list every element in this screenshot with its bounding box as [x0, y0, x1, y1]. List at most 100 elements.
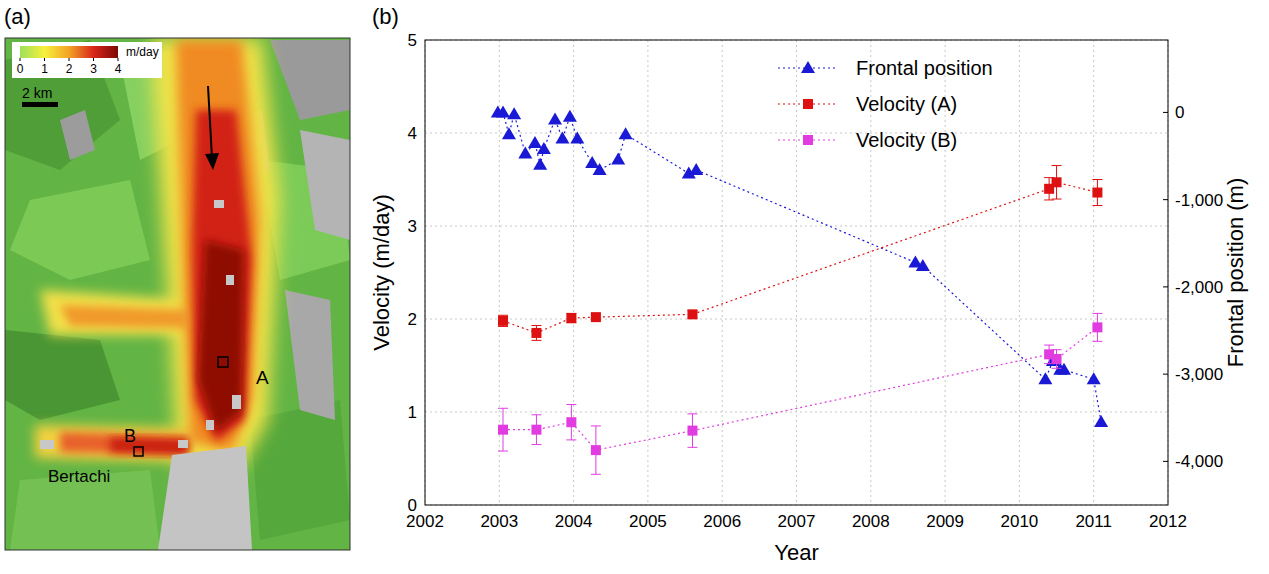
data-point [1087, 372, 1101, 384]
no-data [226, 275, 234, 285]
colorbar-tick [20, 58, 21, 61]
series-line [503, 182, 1097, 333]
plot-frame [425, 40, 1168, 505]
colorbar-label: 1 [41, 62, 48, 76]
legend: Frontal position Velocity (A) Velocity (B) [778, 57, 993, 151]
sample-box-b [134, 447, 143, 456]
x-axis-title: Year [774, 540, 818, 565]
x-tick-label: 2012 [1149, 512, 1187, 531]
data-point [689, 163, 703, 175]
y-tick-label: 4 [408, 124, 417, 143]
flow-field [60, 305, 190, 328]
legend-marker [801, 61, 815, 73]
data-point [496, 105, 510, 117]
grid-line [796, 40, 797, 505]
flow-field [150, 38, 280, 470]
terrain [60, 110, 95, 160]
data-point [498, 425, 508, 435]
error-bar [1092, 180, 1102, 206]
legend-label: Velocity (A) [856, 93, 957, 115]
colorbar-tick [69, 58, 70, 61]
legend-label: Frontal position [856, 57, 993, 79]
map-frame [5, 38, 350, 550]
scale-bar [22, 102, 58, 107]
error-bar [591, 426, 601, 474]
legend-marker [803, 135, 813, 145]
x-tick-label: 2009 [926, 512, 964, 531]
map [5, 38, 350, 550]
colorbar-label: 0 [17, 62, 24, 76]
data-point [528, 136, 542, 148]
y2-tick-label: -4,000 [1175, 452, 1223, 471]
y-tick-label: 3 [408, 217, 417, 236]
colorbar-label: 4 [115, 62, 122, 76]
y-tick-label: 5 [408, 31, 417, 50]
y-tick-label: 0 [408, 496, 417, 515]
data-point [1038, 372, 1052, 384]
data-point [548, 112, 562, 124]
colorbar [20, 46, 118, 58]
map-label: A [256, 367, 269, 388]
data-point [1092, 322, 1102, 332]
legend-marker [803, 99, 813, 109]
error-bar [1092, 313, 1102, 341]
scale-bar-label: 2 km [22, 85, 52, 101]
data-point [591, 312, 601, 322]
x-tick-label: 2004 [555, 512, 593, 531]
y2-tick-label: -2,000 [1175, 278, 1223, 297]
x-tick-label: 2003 [480, 512, 518, 531]
y2-tick [1163, 286, 1168, 287]
flow-arrowhead [205, 153, 219, 170]
y2-tick [1163, 374, 1168, 375]
flow-field [40, 290, 195, 335]
marks [491, 105, 1108, 474]
grid-line [1093, 40, 1094, 505]
x-tick-label: 2011 [1075, 512, 1112, 531]
data-point [1052, 177, 1062, 187]
data-point [502, 127, 516, 139]
data-point [687, 426, 697, 436]
error-bar [531, 415, 541, 445]
no-data [206, 420, 214, 430]
y2-tick [1163, 112, 1168, 113]
error-bar [1052, 166, 1062, 199]
y2-tick-label: -1,000 [1175, 191, 1223, 210]
data-point [1092, 188, 1102, 198]
error-bar [566, 313, 576, 322]
flow-field [35, 425, 190, 462]
data-point [507, 107, 521, 119]
sample-box-a [218, 357, 228, 367]
data-point [498, 316, 508, 326]
data-point [619, 127, 633, 139]
error-bar [498, 408, 508, 451]
y-axis-title: Velocity (m/day) [369, 194, 394, 351]
grid-line [647, 40, 648, 505]
x-tick-label: 2008 [852, 512, 890, 531]
data-point [1094, 415, 1108, 427]
panel-label: (b) [372, 4, 399, 29]
colorbar-tick [118, 58, 119, 61]
terrain [300, 130, 350, 240]
flow-field [198, 240, 244, 432]
figure: 01234m/day2 kmABBertachi(a)(b)2002200320… [0, 0, 1269, 574]
data-point [916, 259, 930, 271]
colorbar-tick [93, 58, 94, 61]
flow-field [176, 40, 260, 452]
data-point [570, 132, 584, 144]
flow-arrow [208, 86, 212, 158]
legend-label: Velocity (B) [856, 129, 957, 151]
grid-line [425, 226, 1168, 227]
data-point [1052, 354, 1062, 364]
error-bar [498, 315, 508, 326]
data-point [566, 417, 576, 427]
data-point [611, 153, 625, 165]
data-point [531, 328, 541, 338]
x-tick-label: 2006 [703, 512, 741, 531]
no-data [178, 440, 188, 448]
y2-tick-label: 0 [1175, 103, 1184, 122]
data-point [537, 142, 551, 154]
error-bar [687, 414, 697, 447]
colorbar-unit: m/day [126, 45, 159, 59]
series-line [503, 327, 1097, 450]
no-data [40, 440, 54, 449]
